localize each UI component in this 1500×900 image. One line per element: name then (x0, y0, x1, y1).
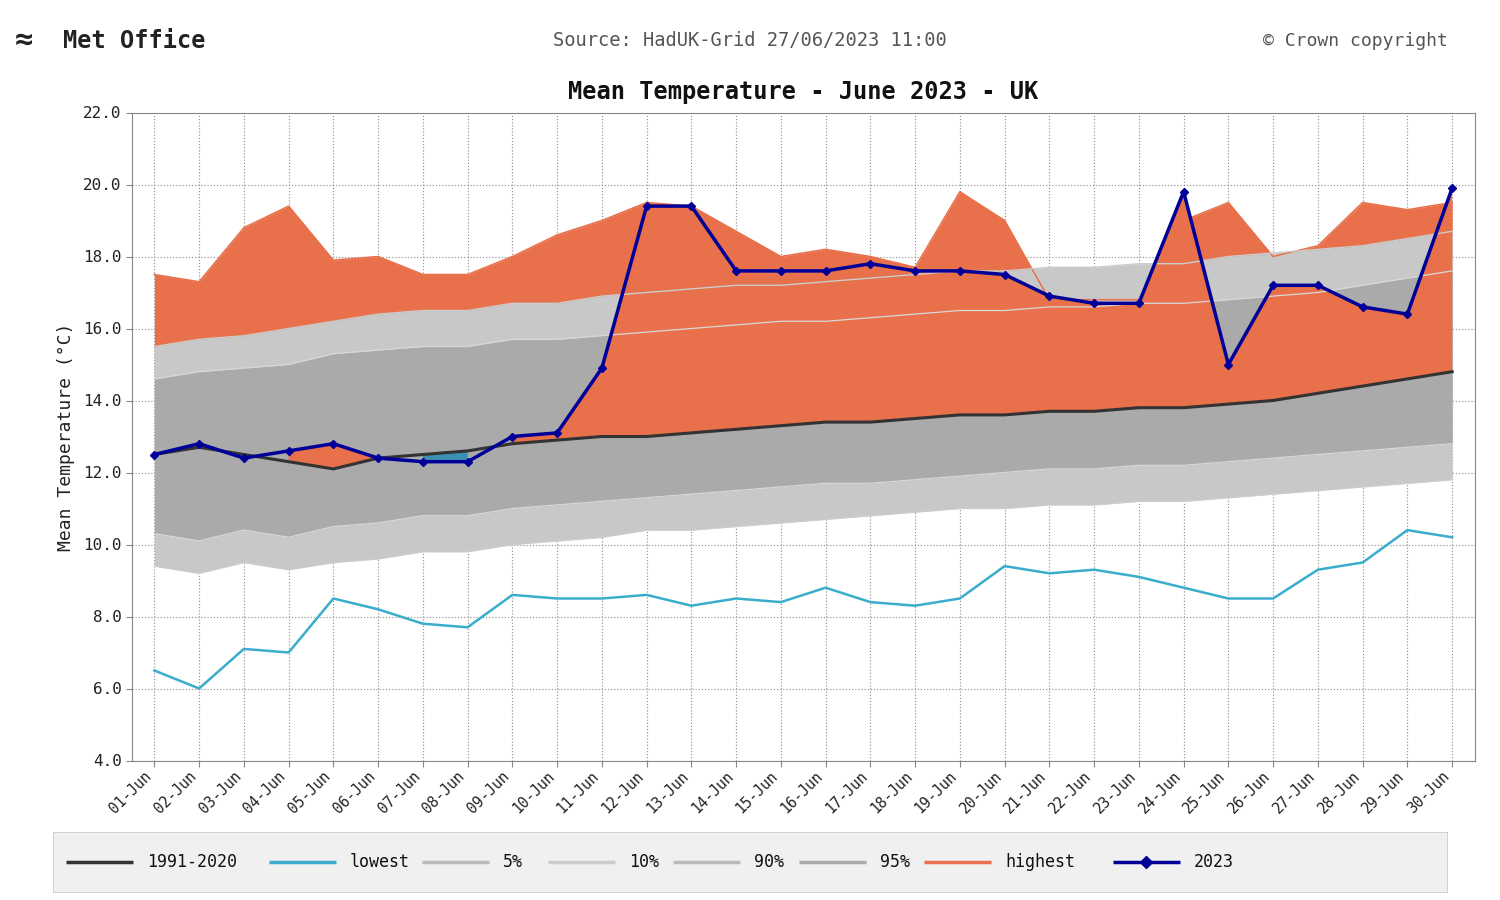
Text: 95%: 95% (879, 853, 909, 871)
Text: Met Office: Met Office (63, 29, 206, 52)
Text: 1991-2020: 1991-2020 (147, 853, 237, 871)
Text: © Crown copyright: © Crown copyright (1263, 32, 1448, 50)
Text: 10%: 10% (628, 853, 658, 871)
Text: ≈: ≈ (15, 26, 33, 55)
Text: 5%: 5% (503, 853, 524, 871)
Text: lowest: lowest (350, 853, 410, 871)
Text: highest: highest (1005, 853, 1076, 871)
Text: 90%: 90% (754, 853, 784, 871)
Title: Mean Temperature - June 2023 - UK: Mean Temperature - June 2023 - UK (568, 79, 1038, 104)
Text: 2023: 2023 (1194, 853, 1233, 871)
FancyBboxPatch shape (53, 832, 1448, 893)
Y-axis label: Mean Temperature (°C): Mean Temperature (°C) (57, 322, 75, 551)
Text: Source: HadUK-Grid 27/06/2023 11:00: Source: HadUK-Grid 27/06/2023 11:00 (554, 31, 946, 50)
